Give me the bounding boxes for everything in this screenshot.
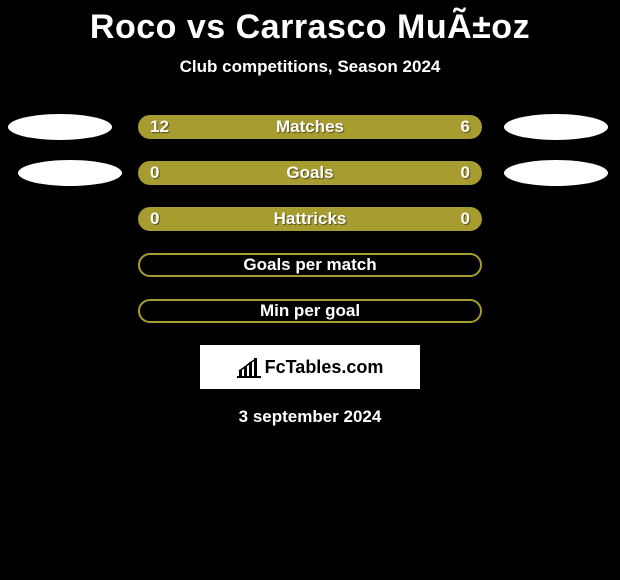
player-ellipse-right [504, 114, 608, 140]
player-ellipse-left [8, 114, 112, 140]
stat-label: Goals [286, 163, 333, 183]
bar-chart-icon [237, 356, 261, 378]
stat-bar: Min per goal [138, 299, 482, 323]
stat-row: 0 Goals 0 [0, 161, 620, 185]
stat-row: Goals per match [0, 253, 620, 277]
stat-value-left: 12 [150, 117, 169, 137]
comparison-container: Roco vs Carrasco MuÃ±oz Club competition… [0, 0, 620, 427]
page-title: Roco vs Carrasco MuÃ±oz [90, 8, 530, 47]
stat-label: Goals per match [243, 255, 376, 275]
stat-bar: 0 Hattricks 0 [138, 207, 482, 231]
stat-label: Min per goal [260, 301, 360, 321]
stat-row: Min per goal [0, 299, 620, 323]
stat-value-right: 0 [461, 209, 470, 229]
stat-value-right: 0 [461, 163, 470, 183]
stat-label: Matches [276, 117, 344, 137]
player-ellipse-right [504, 160, 608, 186]
stat-row: 12 Matches 6 [0, 115, 620, 139]
stat-bar: Goals per match [138, 253, 482, 277]
stat-row: 0 Hattricks 0 [0, 207, 620, 231]
stat-value-right: 6 [461, 117, 470, 137]
logo-text: FcTables.com [265, 357, 384, 378]
stat-rows: 12 Matches 6 0 Goals 0 0 Hattricks 0 Goals per ma… [0, 115, 620, 323]
stat-bar: 0 Goals 0 [138, 161, 482, 185]
date-label: 3 september 2024 [239, 407, 382, 427]
logo-box: FcTables.com [200, 345, 420, 389]
player-ellipse-left [18, 160, 122, 186]
stat-label: Hattricks [274, 209, 347, 229]
stat-bar: 12 Matches 6 [138, 115, 482, 139]
subtitle: Club competitions, Season 2024 [180, 57, 441, 77]
stat-value-left: 0 [150, 163, 159, 183]
stat-value-left: 0 [150, 209, 159, 229]
